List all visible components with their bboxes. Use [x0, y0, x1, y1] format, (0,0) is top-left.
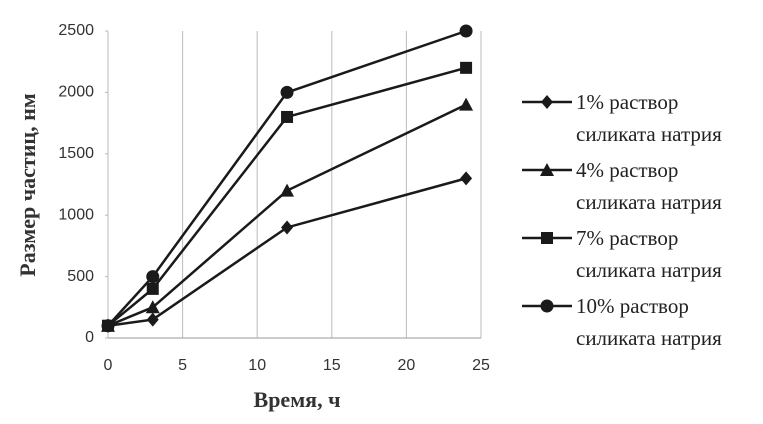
legend-label: 10% раствор силиката натрия — [576, 294, 722, 350]
x-tick-label: 0 — [104, 357, 113, 374]
marker — [459, 97, 474, 111]
marker — [280, 183, 295, 197]
x-axis-title: Время, ч — [254, 387, 341, 412]
y-tick-label: 0 — [85, 329, 94, 346]
x-tick-label: 15 — [323, 357, 341, 374]
marker — [540, 163, 554, 176]
x-tick-label: 25 — [472, 357, 490, 374]
legend-swatch — [522, 232, 572, 244]
marker — [146, 282, 159, 295]
marker — [280, 85, 294, 99]
marker — [540, 299, 554, 313]
marker — [541, 232, 553, 244]
legend-swatch — [522, 163, 572, 176]
marker — [101, 319, 115, 333]
marker — [281, 110, 294, 123]
y-tick-label: 1500 — [58, 145, 94, 162]
y-axis-title: Размер частиц, нм — [15, 93, 40, 276]
legend-label: 4% раствор силиката натрия — [576, 158, 722, 214]
marker — [281, 220, 294, 235]
legend-swatch — [522, 299, 572, 313]
x-tick-label: 5 — [178, 357, 187, 374]
legend-label: 7% раствор силиката натрия — [576, 226, 722, 282]
legend-label: 1% раствор силиката натрия — [576, 90, 722, 146]
series-line — [107, 177, 467, 327]
x-tick-label: 10 — [248, 357, 266, 374]
marker — [460, 171, 473, 186]
marker — [146, 312, 159, 327]
y-tick-label: 2000 — [58, 84, 94, 101]
y-tick-label: 1000 — [58, 206, 94, 223]
plot: Время, ч Размер частиц, нм 0 5 10 15 20 25 0 50… — [15, 22, 490, 412]
series-line — [107, 29, 467, 327]
legend-swatch — [522, 95, 572, 109]
marker — [145, 300, 160, 314]
y-tick-label: 500 — [67, 268, 94, 285]
marker — [460, 61, 473, 74]
series-line — [107, 66, 467, 327]
series-line — [107, 103, 467, 327]
y-tick-label: 2500 — [58, 22, 94, 39]
marker — [459, 24, 473, 38]
x-tick-label: 20 — [398, 357, 416, 374]
marker — [541, 95, 553, 109]
marker — [146, 270, 160, 284]
